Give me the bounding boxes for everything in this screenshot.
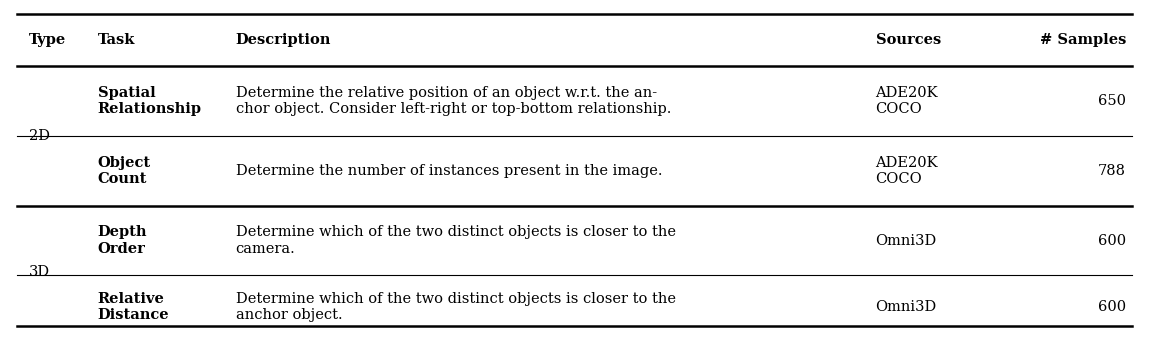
- Text: Determine the number of instances present in the image.: Determine the number of instances presen…: [236, 164, 662, 178]
- Text: ADE20K
COCO: ADE20K COCO: [876, 156, 939, 186]
- Text: Spatial
Relationship: Spatial Relationship: [98, 86, 202, 116]
- Text: 650: 650: [1098, 94, 1126, 108]
- Text: Omni3D: Omni3D: [876, 300, 936, 314]
- Text: Omni3D: Omni3D: [876, 234, 936, 248]
- Text: Determine the relative position of an object w.r.t. the an-
chor object. Conside: Determine the relative position of an ob…: [236, 86, 671, 116]
- Text: Determine which of the two distinct objects is closer to the
camera.: Determine which of the two distinct obje…: [236, 225, 676, 256]
- Text: 788: 788: [1098, 164, 1126, 178]
- Text: 600: 600: [1098, 300, 1126, 314]
- Text: Task: Task: [98, 33, 136, 47]
- Text: Depth
Order: Depth Order: [98, 225, 147, 256]
- Text: 600: 600: [1098, 234, 1126, 248]
- Text: Type: Type: [29, 33, 65, 47]
- Text: # Samples: # Samples: [1040, 33, 1126, 47]
- Text: Sources: Sources: [876, 33, 941, 47]
- Text: Description: Description: [236, 33, 331, 47]
- Text: ADE20K
COCO: ADE20K COCO: [876, 86, 939, 116]
- Text: Object
Count: Object Count: [98, 156, 151, 186]
- Text: 2D: 2D: [29, 129, 49, 143]
- Text: Relative
Distance: Relative Distance: [98, 292, 169, 322]
- Text: Determine which of the two distinct objects is closer to the
anchor object.: Determine which of the two distinct obje…: [236, 292, 676, 322]
- Text: 3D: 3D: [29, 265, 49, 279]
